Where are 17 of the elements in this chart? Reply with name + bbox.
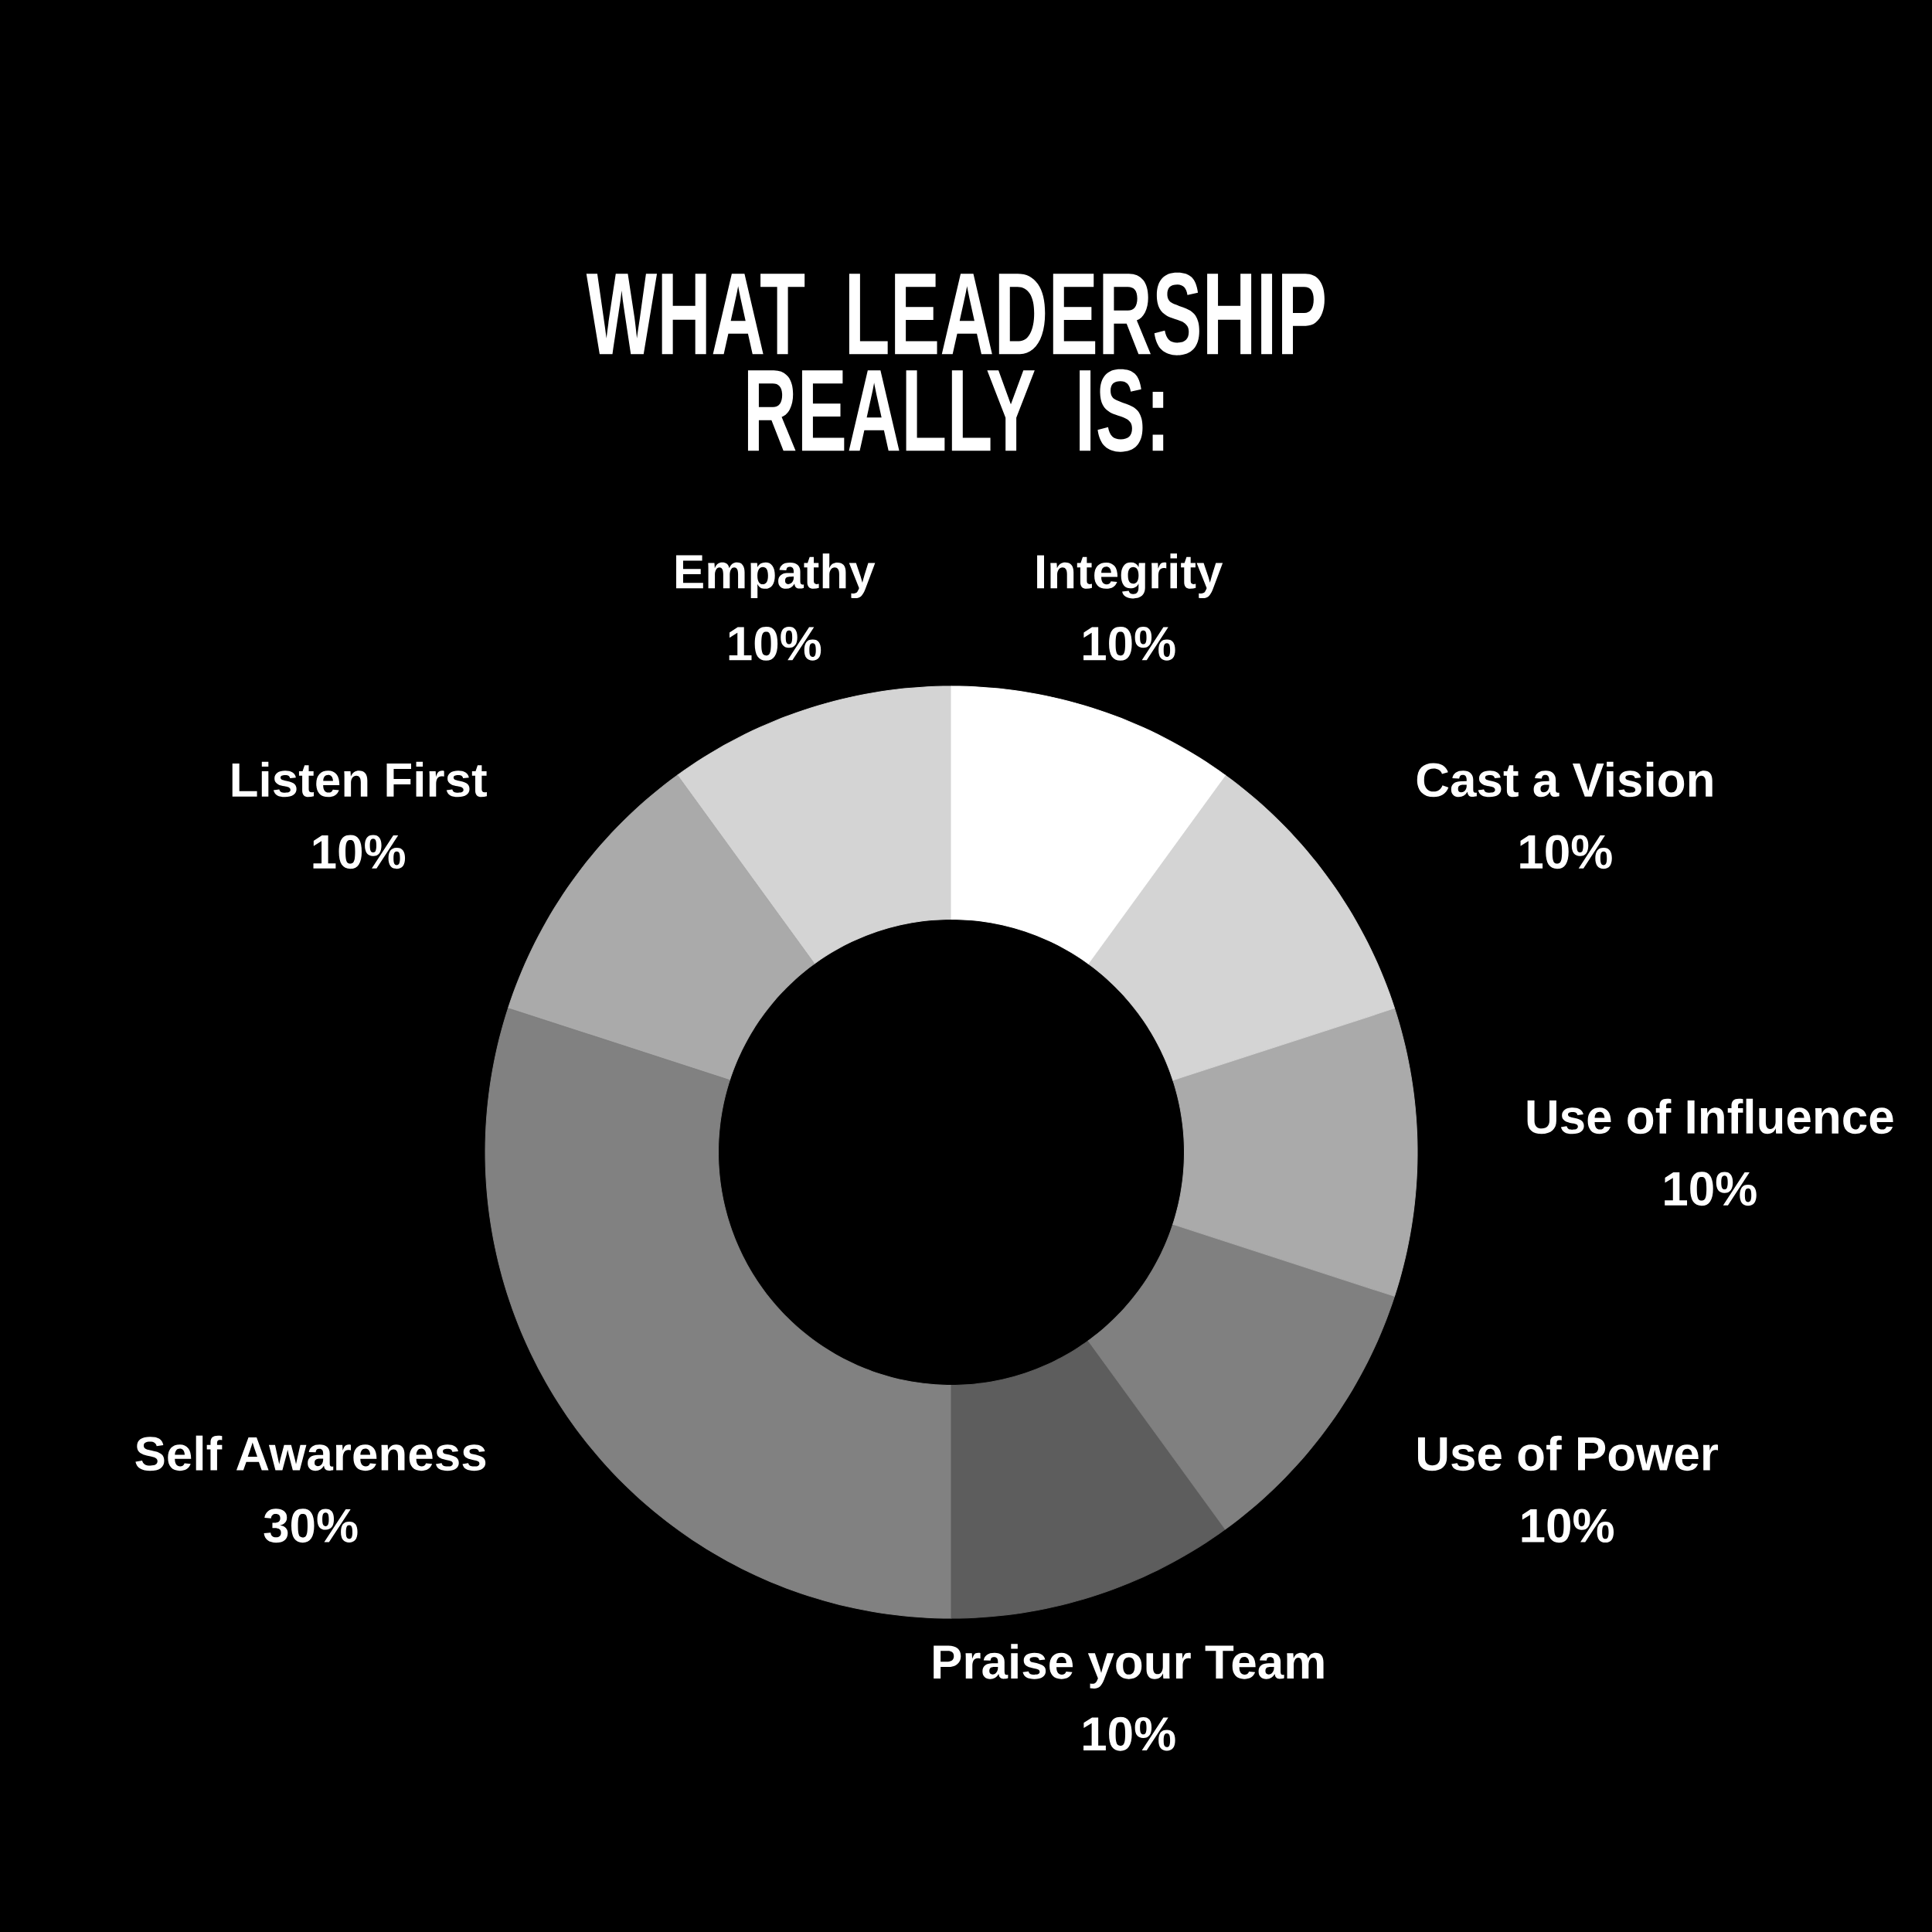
data-label: 10% <box>1665 1172 1757 1206</box>
data-label: 10% <box>1083 1716 1175 1751</box>
slice-label: Use of Power <box>1417 1435 1719 1471</box>
slice-label: Praise your Team <box>934 1644 1324 1689</box>
data-label: 10% <box>1520 835 1612 869</box>
slice-label: Use of Influence <box>1527 1098 1893 1134</box>
slice-label: Integrity <box>1037 553 1223 599</box>
slice-label: Empathy <box>676 553 876 599</box>
slice-label: Self Awareness <box>135 1435 486 1471</box>
data-label: 30% <box>264 1509 358 1543</box>
slice-label: Cast a Vision <box>1417 761 1713 798</box>
data-label: 10% <box>1522 1509 1614 1543</box>
slice-label: Listen First <box>232 761 487 798</box>
data-label: 10% <box>729 626 821 661</box>
data-label: 10% <box>1083 626 1175 661</box>
data-label: 10% <box>313 835 406 869</box>
chart-title: WHAT LEADERSHIP REALLY IS: <box>586 272 1325 452</box>
